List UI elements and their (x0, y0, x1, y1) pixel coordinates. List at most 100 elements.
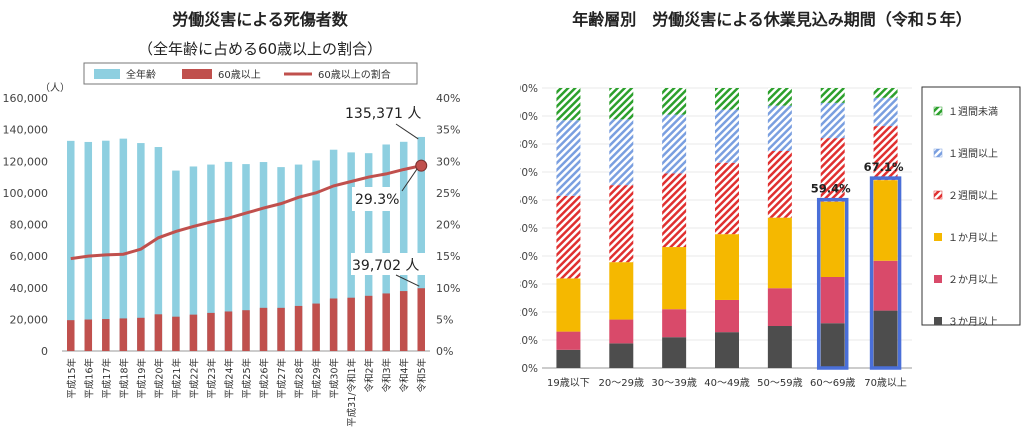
bar-segment (767, 288, 792, 326)
bar-age60 (277, 307, 285, 351)
legend-swatch (934, 275, 942, 283)
x-tick-label: 令和2年 (364, 358, 376, 393)
bar-segment (662, 337, 687, 368)
callout-total: 135,371 人 (345, 106, 421, 122)
bar-segment (609, 88, 634, 120)
y-tick-label: 0 (41, 345, 48, 358)
x-tick-label: 平成31/令和1年 (346, 358, 358, 427)
bar-segment (873, 126, 898, 181)
bar-segment (715, 162, 739, 235)
y-tick-label: 140,000 (3, 124, 49, 137)
y2-tick-label: 25% (436, 187, 460, 200)
bar-segment (556, 349, 581, 368)
right-chart-title: 年齢層別 労働災害による休業見込み期間（令和５年） (572, 10, 972, 29)
y-tick-label: 20,000 (10, 313, 49, 326)
y2-tick-label: 40% (436, 92, 460, 105)
bar-all-ages (347, 152, 355, 351)
bar-segment (820, 88, 845, 103)
bar-segment (873, 97, 898, 127)
y-tick-label: 40,000 (10, 282, 49, 295)
y-tick-label: 100,000 (3, 187, 49, 200)
bar-age60 (382, 293, 390, 351)
bar-all-ages (84, 141, 93, 351)
bar-segment (873, 88, 898, 98)
x-tick-label: 平成25年 (241, 358, 253, 399)
left-chart-title: 労働災害による死傷者数 (172, 10, 348, 29)
bar-all-ages (154, 147, 163, 351)
bar-segment (820, 277, 845, 324)
bar-segment (662, 247, 687, 310)
bar-all-ages (207, 164, 215, 351)
x-tick-label: 平成20年 (153, 358, 165, 399)
left-chart-svg: （人） 0 20,000 40,000 60,000 80,000 100,000 120,0… (3, 62, 460, 427)
x-tick-label: 平成16年 (83, 358, 95, 399)
bar-segment (609, 262, 634, 320)
callout-ratio-bg (352, 187, 400, 211)
bar-all-ages (417, 136, 425, 351)
legend-label: ２週間以上 (948, 190, 998, 202)
x-tick-label: 40～49歳 (704, 377, 749, 389)
bar-all-ages (294, 164, 303, 351)
bar-segment (556, 278, 581, 332)
bar-age60 (137, 317, 145, 351)
bar-segment (609, 319, 634, 344)
y-tick-label: 10% (520, 335, 538, 347)
x-tick-label: 令和5年 (416, 358, 428, 393)
y-axis-unit-label: （人） (40, 82, 70, 94)
legend-label: ２か月以上 (948, 274, 998, 286)
x-tick-label: 50～59歳 (757, 377, 802, 389)
callout-total-leader (395, 123, 419, 140)
bar-all-ages (382, 144, 390, 351)
x-tick-label: 平成28年 (294, 358, 306, 399)
bar-segment (715, 299, 739, 333)
legend-swatch (934, 317, 942, 325)
x-tick-label: 令和3年 (381, 358, 393, 393)
bar-segment (609, 185, 634, 263)
callout-age60-bg (351, 253, 433, 275)
bar-segment (767, 151, 792, 218)
bar-age60 (154, 314, 163, 351)
bar-age60 (399, 291, 408, 351)
legend-swatch-age60 (182, 69, 212, 79)
y2-tick-label: 20% (436, 219, 460, 232)
bar-segment (715, 109, 739, 163)
bar-segment (556, 195, 581, 279)
bar-age60 (294, 305, 303, 351)
bar-segment (820, 138, 845, 202)
x-tick-label: 平成30年 (329, 358, 341, 399)
y2-tick-label: 15% (436, 250, 460, 263)
bar-all-ages (329, 149, 338, 351)
x-tick-label: 平成15年 (66, 358, 78, 399)
x-tick-label: 20～29歳 (599, 377, 644, 389)
bar-segment (873, 180, 898, 261)
y-tick-label: 80,000 (10, 219, 49, 232)
y-tick-label: 120,000 (3, 155, 49, 168)
bar-segment (767, 88, 792, 106)
callout-age60-leader (395, 274, 420, 287)
bar-age60 (224, 311, 233, 351)
callout-ratio-leader (401, 168, 418, 192)
x-tick-label: 平成22年 (188, 358, 200, 399)
callout-age60: 39,702 人 (352, 258, 419, 274)
x-tick-label: 平成18年 (118, 358, 130, 399)
ratio-last-point (415, 159, 428, 172)
bar-segment (556, 120, 581, 196)
legend-label-age60: 60歳以上 (218, 69, 261, 81)
highlight-box (869, 176, 902, 370)
y-tick-label: 60% (520, 195, 538, 207)
x-tick-label: 60～69歳 (810, 377, 855, 389)
bar-age60 (242, 310, 250, 351)
bar-all-ages (172, 170, 180, 351)
right-chart-svg: 0% 10% 20% 30% 40% 50% 60% 70% 80% 90% 100% 19歳以下 20… (520, 83, 1021, 389)
legend-box (83, 62, 418, 85)
bar-age60 (172, 316, 180, 351)
bar-age60 (364, 295, 373, 351)
bar-segment (715, 332, 739, 368)
y2-tick-label: 5% (436, 313, 453, 326)
legend-swatch (933, 148, 943, 158)
y-tick-label: 20% (520, 307, 538, 319)
legend-swatch (934, 233, 942, 241)
legend-label: ３か月以上 (948, 316, 998, 328)
x-tick-label: 平成21年 (171, 358, 183, 399)
bar-all-ages (189, 166, 198, 351)
